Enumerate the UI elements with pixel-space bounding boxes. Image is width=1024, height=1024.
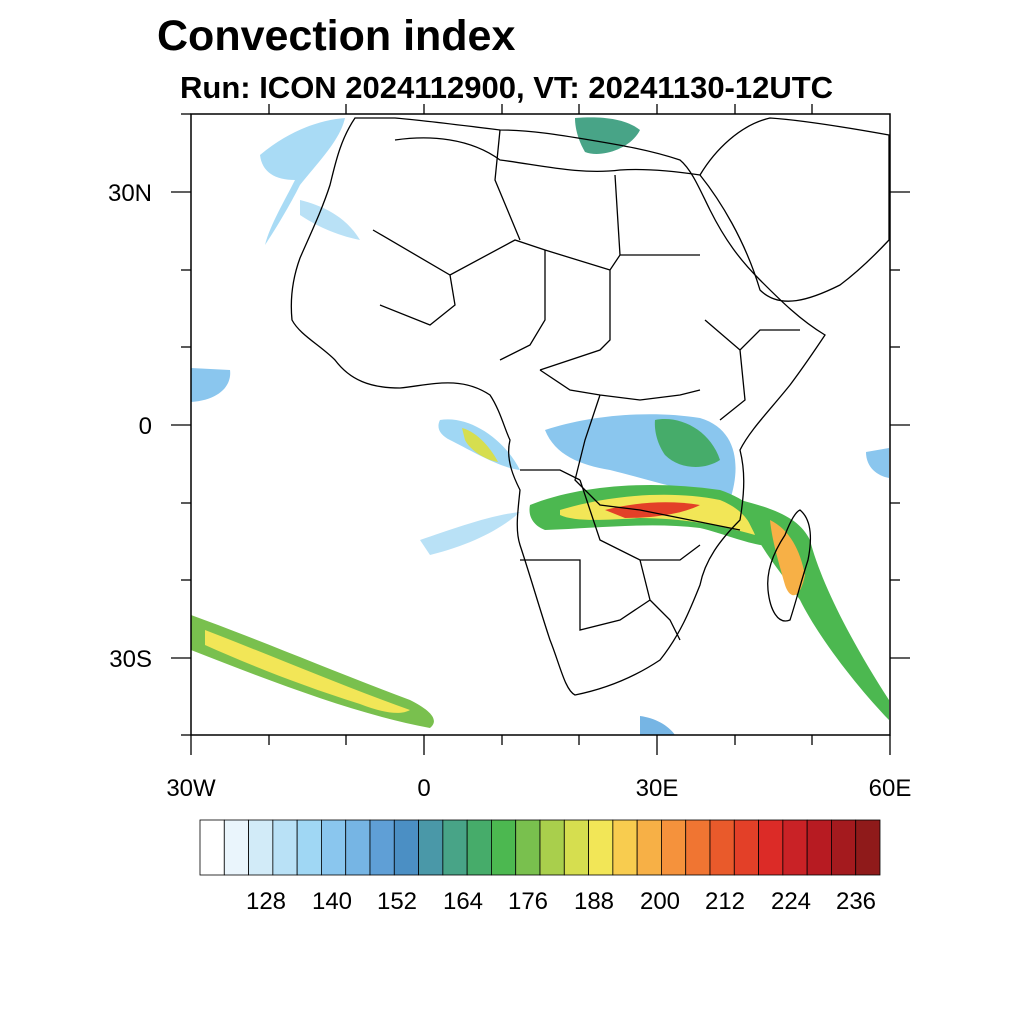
arabia-coastline	[699, 117, 890, 302]
colorbar-cell	[539, 819, 565, 876]
colorbar-cell	[612, 819, 638, 876]
colorbar-cell	[733, 819, 759, 876]
convection-area-southern-belt-hot	[605, 502, 700, 518]
convection-area-indian-ocean	[866, 448, 889, 478]
axis-ticks	[171, 104, 910, 755]
colorbar-label: 164	[442, 888, 484, 915]
colorbar-cell	[199, 819, 225, 876]
colorbar-cell	[418, 819, 444, 876]
colorbar-cell	[831, 819, 857, 876]
colorbar-cell	[685, 819, 711, 876]
convection-area-aegean	[575, 117, 640, 154]
colorbar-cell	[321, 819, 347, 876]
map-panel	[191, 114, 890, 735]
colorbar-label: 128	[245, 888, 287, 915]
colorbar-cell	[296, 819, 322, 876]
colorbar-cell	[272, 819, 298, 876]
colorbar-label: 200	[639, 888, 681, 915]
colorbar-cell	[758, 819, 784, 876]
colorbar-cell	[442, 819, 468, 876]
colorbar-cell	[806, 819, 832, 876]
lon-label-30e: 30E	[635, 775, 679, 802]
colorbar-cell	[782, 819, 808, 876]
convection-area-lakes	[654, 419, 720, 467]
colorbar-label: 188	[573, 888, 615, 915]
lat-label-30s: 30S	[109, 646, 152, 673]
madagascar-coastline	[767, 509, 812, 622]
colorbar-cell	[345, 819, 371, 876]
convection-area-southwest	[420, 512, 520, 555]
colorbar	[199, 819, 881, 876]
convection-area-north-atlantic	[260, 118, 345, 245]
colorbar-cell	[491, 819, 517, 876]
colorbar-cell	[369, 819, 395, 876]
convection-field	[191, 117, 889, 735]
lon-label-0: 0	[417, 775, 431, 802]
colorbar-cell	[855, 819, 881, 876]
colorbar-label: 212	[704, 888, 746, 915]
lat-label-30n: 30N	[107, 180, 152, 207]
lon-label-60e: 60E	[868, 775, 912, 802]
colorbar-cell	[636, 819, 662, 876]
colorbar-label: 236	[835, 888, 877, 915]
colorbar-label: 224	[770, 888, 812, 915]
colorbar-cell	[223, 819, 249, 876]
colorbar-cell	[709, 819, 735, 876]
colorbar-label: 176	[507, 888, 549, 915]
colorbar-cell	[661, 819, 687, 876]
colorbar-cell	[588, 819, 614, 876]
lat-label-0: 0	[138, 413, 152, 440]
convection-area-madagascar-core	[770, 520, 805, 596]
convection-area-gabon	[462, 428, 498, 462]
coastlines	[290, 117, 890, 696]
africa-coastline	[290, 117, 826, 696]
convection-area-south-atlantic-core	[205, 630, 410, 713]
colorbar-cell	[563, 819, 589, 876]
country-borders	[372, 129, 800, 641]
colorbar-cell	[466, 819, 492, 876]
lon-label-30w: 30W	[166, 775, 216, 802]
convection-area-canary	[300, 200, 360, 240]
colorbar-cell	[515, 819, 541, 876]
convection-area-south-tip	[640, 716, 675, 735]
colorbar-label: 140	[311, 888, 353, 915]
chart-title: Convection index	[157, 12, 516, 60]
chart-subtitle: Run: ICON 2024112900, VT: 20241130-12UTC	[180, 70, 834, 105]
convection-area-west-africa	[191, 368, 231, 402]
colorbar-label: 152	[376, 888, 418, 915]
colorbar-cell	[393, 819, 419, 876]
med-coastline	[394, 137, 701, 176]
colorbar-cell	[248, 819, 274, 876]
